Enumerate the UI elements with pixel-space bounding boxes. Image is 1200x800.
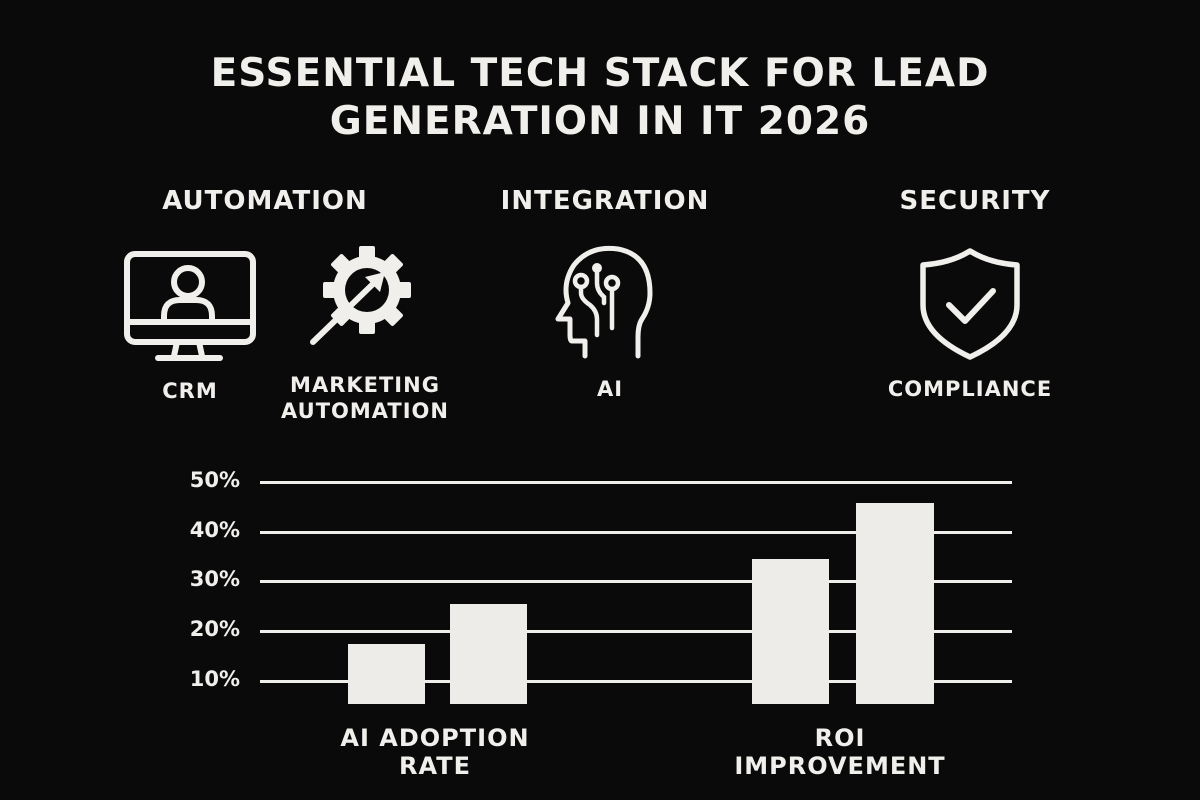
gridline-20 [260, 630, 1012, 633]
gear-arrow-icon [310, 246, 411, 345]
bar-roi-1 [752, 559, 829, 704]
x-label-ai-adoption: AI ADOPTION RATE [340, 724, 530, 780]
bar-roi-2 [856, 503, 934, 704]
item-label-crm: CRM [162, 379, 218, 403]
item-label-ai: AI [596, 377, 624, 401]
y-tick-40: 40% [189, 518, 240, 542]
gridline-30 [260, 580, 1012, 583]
item-label-compliance: COMPLIANCE [887, 377, 1053, 401]
shield-check-icon [920, 248, 1020, 360]
y-tick-30: 30% [189, 567, 240, 591]
bar-ai-adoption-2 [450, 604, 527, 704]
page-title: ESSENTIAL TECH STACK FOR LEAD GENERATION… [210, 51, 990, 144]
gridline-10 [260, 680, 1012, 683]
gridline-40 [260, 531, 1012, 534]
gridline-50 [260, 481, 1012, 484]
y-tick-50: 50% [189, 468, 240, 492]
y-tick-20: 20% [189, 617, 240, 641]
ai-head-circuit-icon [555, 245, 653, 359]
x-label-roi-improvement: ROI IMPROVEMENT [734, 724, 946, 780]
category-security: SECURITY [899, 186, 1051, 216]
monitor-user-icon [124, 251, 256, 361]
category-integration: INTEGRATION [500, 186, 710, 216]
item-label-marketing-automation: MARKETING AUTOMATION [281, 373, 449, 423]
category-automation: AUTOMATION [162, 186, 368, 216]
y-tick-10: 10% [189, 667, 240, 691]
bar-ai-adoption-1 [348, 644, 425, 704]
